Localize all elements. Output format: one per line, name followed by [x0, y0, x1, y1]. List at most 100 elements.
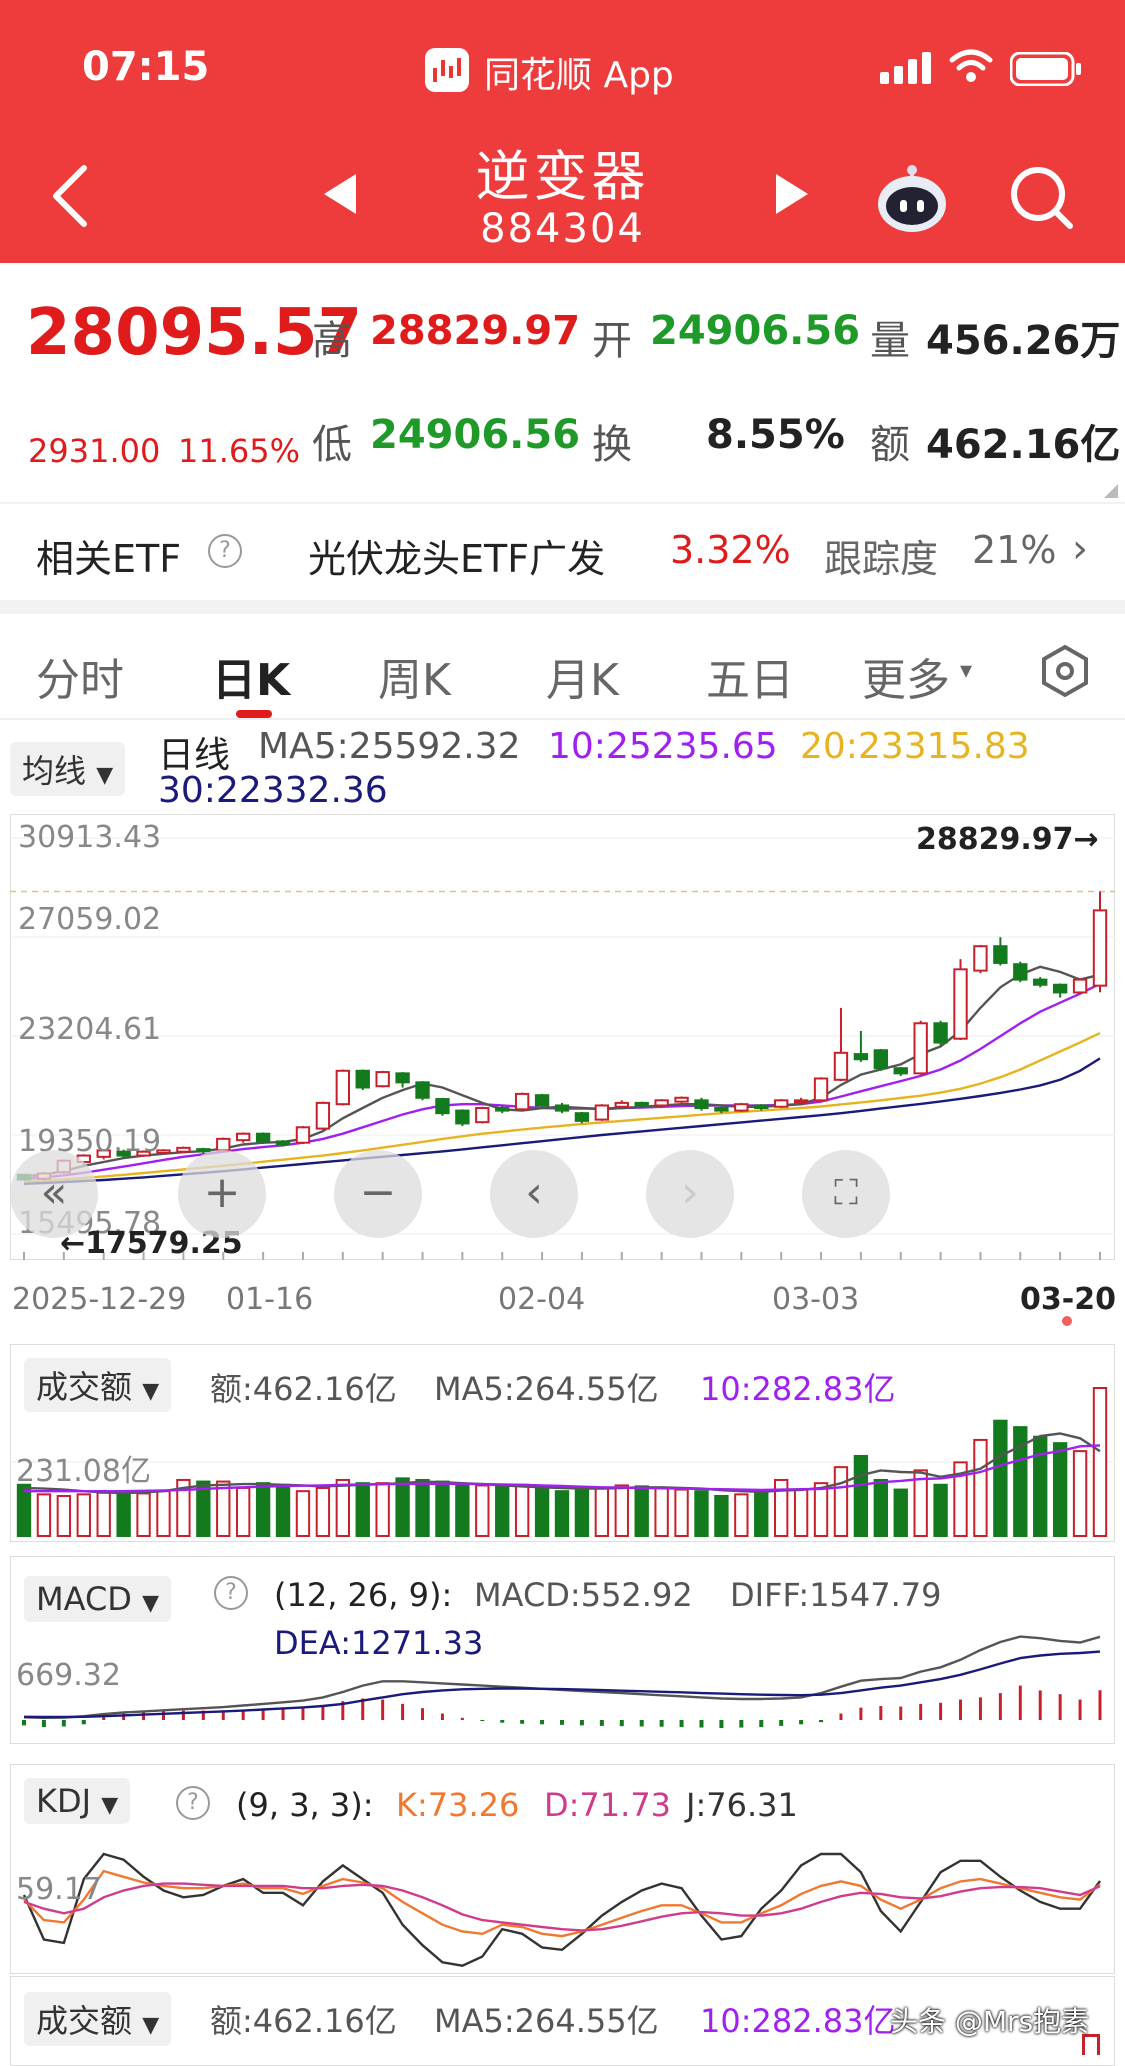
dropdown-arrow-icon: ▼ [142, 1379, 160, 1404]
ma-selector[interactable]: 均线 ▼ [10, 742, 126, 796]
volume-bar [475, 1484, 490, 1537]
search-icon[interactable] [1008, 164, 1076, 236]
scroll-left-button[interactable]: ‹ [490, 1150, 578, 1238]
back-button[interactable] [50, 164, 90, 232]
kline-chart[interactable] [10, 814, 1115, 1260]
candle-body [674, 1096, 689, 1103]
volume-ma5: MA5:264.55亿 [434, 1370, 659, 1408]
high-label: 高 [312, 318, 352, 364]
volume-y-label: 231.08亿 [16, 1454, 151, 1489]
candle-body [853, 1053, 869, 1061]
volume-ma5-line [23, 1432, 1101, 1495]
help-icon[interactable]: ? [214, 1576, 248, 1610]
macd-chart[interactable] [10, 1556, 1115, 1744]
kdj-j-value: J:76.31 [686, 1786, 798, 1824]
volume-bar [76, 1493, 91, 1538]
zoom-in-button[interactable]: + [178, 1150, 266, 1238]
candle-body [335, 1069, 350, 1106]
next-stock-button[interactable] [774, 172, 810, 220]
ma5-line [23, 965, 1101, 1178]
amount-value: 462.16亿 [926, 422, 1121, 468]
candle-body [475, 1107, 490, 1124]
volume-bar [973, 1438, 988, 1537]
volume-bar [335, 1478, 350, 1537]
volume-bar [176, 1478, 191, 1537]
robot-assistant-icon[interactable] [874, 160, 950, 240]
volume-bar [754, 1490, 769, 1537]
volume-bar [574, 1486, 590, 1538]
volume-bar [913, 1469, 928, 1537]
volume-selector[interactable]: 成交额 ▼ [24, 1358, 172, 1412]
volume-bar [216, 1480, 231, 1538]
ma10-value: 10:25235.65 [548, 726, 778, 767]
tab-intraday[interactable]: 分时 [36, 655, 124, 706]
macd-panel-frame [10, 1556, 1115, 1744]
volume-bar [1013, 1426, 1028, 1537]
period-tabs: 分时 日K 周K 月K 五日 更多 ▾ [0, 614, 1125, 720]
price-change-pct: 11.65% [178, 432, 301, 470]
zoom-out-button[interactable]: − [334, 1150, 422, 1238]
volume-bar [694, 1490, 709, 1537]
tab-daily-k[interactable]: 日K [212, 655, 291, 706]
scroll-right-button[interactable]: › [646, 1150, 734, 1238]
candle-body [216, 1137, 231, 1152]
ma30-value: 30:22332.36 [158, 770, 388, 811]
kdj-selector[interactable]: KDJ ▼ [24, 1778, 131, 1824]
prev-stock-button[interactable] [322, 172, 358, 220]
volume-bar [774, 1478, 789, 1537]
y-label-2: 23204.61 [18, 1012, 162, 1047]
kline-chart-frame [10, 814, 1115, 1260]
candle-body [973, 945, 988, 972]
chevron-right-icon: › [1072, 526, 1088, 572]
candle-body [295, 1126, 311, 1144]
volume-bar [853, 1454, 869, 1537]
candle-body [574, 1112, 590, 1122]
volume-2-amount: 额:462.16亿 [210, 2002, 397, 2040]
fullscreen-button[interactable]: ⛶ [802, 1150, 890, 1238]
candle-body [1033, 978, 1048, 986]
macd-selector[interactable]: MACD ▼ [24, 1576, 172, 1622]
volume-chart[interactable] [10, 1344, 1115, 1542]
volume-selector-2-label: 成交额 [36, 2002, 133, 2040]
volume-bar [96, 1491, 111, 1537]
watermark: 头条 @Mrs抱素 [890, 2005, 1090, 2038]
turnover-value: 8.55% [706, 412, 845, 458]
kdj-d-value: D:71.73 [544, 1786, 672, 1824]
app-icon [425, 48, 469, 92]
volume-bar [993, 1419, 1008, 1537]
latest-dot [1062, 1316, 1072, 1326]
related-etf-row[interactable]: 相关ETF ? 光伏龙头ETF广发 3.32% 跟踪度 21% › [0, 504, 1125, 600]
volume-amount: 额:462.16亿 [210, 1370, 397, 1408]
volume-bar [355, 1482, 370, 1538]
macd-params: (12, 26, 9): [274, 1576, 453, 1614]
volume-bar [455, 1483, 470, 1537]
volume-bar [275, 1483, 291, 1537]
volume-bar [136, 1492, 151, 1537]
help-icon[interactable]: ? [176, 1786, 210, 1820]
settings-hex-icon[interactable] [1038, 644, 1092, 702]
candle-body [694, 1099, 709, 1110]
volume-bar [594, 1486, 610, 1538]
signal-icon [880, 50, 936, 88]
volume-selector-2[interactable]: 成交额 ▼ [24, 1992, 172, 2046]
candle-body [116, 1150, 131, 1157]
kdj-chart[interactable] [10, 1764, 1115, 1974]
tab-monthly-k[interactable]: 月K [546, 655, 619, 706]
tab-more[interactable]: 更多 [862, 655, 950, 706]
expand-corner-icon[interactable] [1104, 484, 1118, 498]
scroll-left-fast-button[interactable]: « [10, 1150, 98, 1238]
volume-bar [236, 1486, 251, 1538]
dropdown-arrow-icon: ▾ [960, 656, 973, 684]
volume-bar [16, 1483, 32, 1537]
volume-bar [893, 1488, 908, 1538]
candle-body [236, 1132, 251, 1142]
volume-bar [793, 1488, 809, 1538]
tab-weekly-k[interactable]: 周K [378, 655, 451, 706]
dropdown-arrow-icon: ▼ [142, 1591, 160, 1616]
help-icon[interactable]: ? [208, 534, 242, 568]
high-marker: 28829.97→ [916, 822, 1099, 857]
tab-five-day[interactable]: 五日 [706, 655, 794, 706]
ma-selector-label: 均线 [22, 752, 87, 790]
y-label-0: 30913.43 [18, 820, 162, 855]
volume-bar [614, 1484, 629, 1537]
